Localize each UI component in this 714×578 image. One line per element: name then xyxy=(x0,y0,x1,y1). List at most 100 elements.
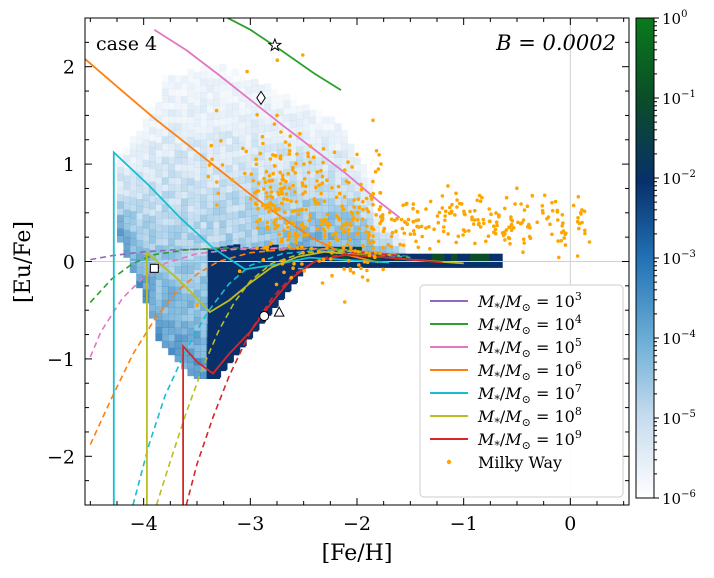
milky-way-point xyxy=(254,157,258,162)
density-cell xyxy=(289,113,297,121)
density-cell xyxy=(168,170,176,178)
density-cell xyxy=(239,325,247,333)
density-cell xyxy=(245,79,252,88)
density-cell xyxy=(302,172,310,180)
density-cell xyxy=(450,253,458,262)
density-cell xyxy=(193,160,201,168)
density-cell xyxy=(181,286,188,295)
density-cell xyxy=(309,239,316,247)
density-cell xyxy=(328,170,336,179)
density-cell xyxy=(309,109,316,117)
milky-way-point xyxy=(261,258,266,262)
density-cell xyxy=(265,300,273,308)
milky-way-point xyxy=(283,140,288,144)
density-cell xyxy=(232,95,240,103)
density-cell xyxy=(289,229,297,237)
density-cell xyxy=(200,78,208,86)
density-cell xyxy=(174,82,182,90)
density-cell xyxy=(232,136,240,144)
density-cell xyxy=(283,182,291,190)
density-cell xyxy=(174,273,182,281)
milky-way-point xyxy=(285,197,290,202)
milky-way-point xyxy=(427,225,431,229)
milky-way-point xyxy=(411,219,416,224)
milky-way-point xyxy=(255,226,260,230)
density-cell xyxy=(187,327,195,336)
density-cell xyxy=(129,197,137,205)
density-cell xyxy=(193,296,201,304)
density-cell xyxy=(238,155,246,164)
density-cell xyxy=(225,110,233,118)
milky-way-point xyxy=(278,156,283,161)
density-cell xyxy=(214,343,222,351)
density-cell xyxy=(220,348,228,357)
density-cell xyxy=(315,218,323,226)
density-cell xyxy=(225,205,233,214)
milky-way-point xyxy=(265,248,270,252)
density-cell xyxy=(193,214,201,223)
milky-way-point xyxy=(379,162,383,166)
density-cell xyxy=(315,239,323,247)
density-cell xyxy=(257,186,265,195)
density-cell xyxy=(193,303,201,311)
density-cell xyxy=(289,215,297,223)
density-cell xyxy=(289,147,297,155)
density-cell xyxy=(206,235,214,243)
milky-way-point xyxy=(371,202,375,207)
density-cell xyxy=(360,170,368,179)
density-cell xyxy=(245,236,252,245)
density-cell xyxy=(187,82,195,90)
density-cell xyxy=(149,168,156,176)
milky-way-point xyxy=(446,184,450,188)
density-cell xyxy=(161,95,169,103)
density-cell xyxy=(142,186,150,195)
density-cell xyxy=(232,218,240,226)
density-cell xyxy=(174,225,182,233)
density-cell xyxy=(334,239,342,247)
density-cell xyxy=(366,184,374,192)
density-cell xyxy=(181,164,188,172)
milky-way-point xyxy=(369,226,374,231)
milky-way-point xyxy=(326,221,331,225)
milky-way-point xyxy=(276,190,280,195)
milky-way-point xyxy=(382,226,387,231)
milky-way-point xyxy=(323,235,327,239)
density-cell xyxy=(302,227,310,235)
milky-way-point xyxy=(508,242,512,246)
density-cell xyxy=(264,158,272,166)
density-cell xyxy=(225,164,233,173)
milky-way-point xyxy=(344,220,349,225)
milky-way-point xyxy=(275,113,279,118)
density-cell xyxy=(155,313,163,321)
density-cell xyxy=(206,207,214,216)
density-cell xyxy=(270,211,278,220)
milky-way-point xyxy=(271,171,276,176)
density-cell xyxy=(193,282,201,291)
density-cell xyxy=(257,220,265,229)
milky-way-point xyxy=(411,202,416,206)
milky-way-point xyxy=(265,220,270,225)
density-cell xyxy=(450,260,458,268)
density-cell xyxy=(161,115,169,124)
milky-way-point xyxy=(291,266,295,271)
density-cell xyxy=(174,143,182,151)
density-cell xyxy=(283,148,291,156)
density-cell xyxy=(193,221,201,229)
milky-way-point xyxy=(339,226,343,230)
milky-way-point xyxy=(477,193,482,198)
density-cell xyxy=(168,197,176,206)
milky-way-point xyxy=(378,251,383,255)
density-cell xyxy=(232,129,240,138)
density-cell xyxy=(161,313,169,321)
density-cell xyxy=(168,122,176,131)
density-cell xyxy=(117,221,124,229)
milky-way-point xyxy=(406,217,411,222)
density-cell xyxy=(207,310,215,318)
milky-way-point xyxy=(287,186,292,190)
density-cell xyxy=(161,204,169,212)
density-cell xyxy=(289,242,297,251)
density-cell xyxy=(155,211,163,219)
density-cell xyxy=(129,217,137,226)
density-cell xyxy=(214,356,222,364)
